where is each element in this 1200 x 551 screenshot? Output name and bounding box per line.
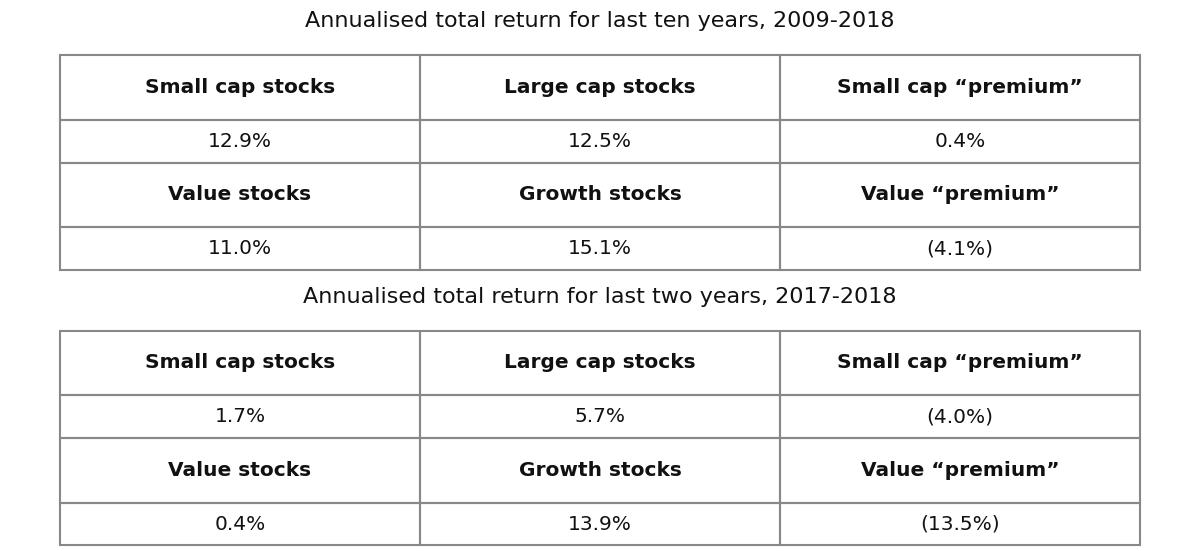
Bar <box>60 438 420 503</box>
Text: Small cap stocks: Small cap stocks <box>145 78 335 97</box>
Bar <box>60 120 420 163</box>
Text: 11.0%: 11.0% <box>208 239 272 258</box>
Text: 13.9%: 13.9% <box>568 515 632 533</box>
Bar <box>420 503 780 545</box>
Text: 5.7%: 5.7% <box>575 407 625 426</box>
Text: 0.4%: 0.4% <box>215 515 265 533</box>
Bar <box>60 331 420 395</box>
Text: Small cap “premium”: Small cap “premium” <box>838 78 1082 97</box>
Text: 1.7%: 1.7% <box>215 407 265 426</box>
Bar <box>60 163 420 227</box>
Bar <box>420 227 780 270</box>
Bar <box>780 163 1140 227</box>
Text: Growth stocks: Growth stocks <box>518 461 682 480</box>
Text: Small cap “premium”: Small cap “premium” <box>838 353 1082 372</box>
Bar <box>780 395 1140 438</box>
Text: Value stocks: Value stocks <box>168 185 312 204</box>
Bar <box>60 55 420 120</box>
Text: Small cap stocks: Small cap stocks <box>145 353 335 372</box>
Text: (4.1%): (4.1%) <box>926 239 994 258</box>
Text: Value stocks: Value stocks <box>168 461 312 480</box>
Text: (13.5%): (13.5%) <box>920 515 1000 533</box>
Bar <box>780 438 1140 503</box>
Bar <box>780 55 1140 120</box>
Text: 0.4%: 0.4% <box>935 132 985 150</box>
Text: Value “premium”: Value “premium” <box>860 461 1060 480</box>
Bar <box>420 438 780 503</box>
Text: (4.0%): (4.0%) <box>926 407 994 426</box>
Text: 12.9%: 12.9% <box>208 132 272 150</box>
Bar <box>780 227 1140 270</box>
Bar <box>420 55 780 120</box>
Bar <box>780 120 1140 163</box>
Text: Large cap stocks: Large cap stocks <box>504 78 696 97</box>
Bar <box>60 227 420 270</box>
Text: Value “premium”: Value “premium” <box>860 185 1060 204</box>
Text: Annualised total return for last ten years, 2009-2018: Annualised total return for last ten yea… <box>305 11 895 31</box>
Bar <box>60 503 420 545</box>
Text: 15.1%: 15.1% <box>568 239 632 258</box>
Bar <box>420 331 780 395</box>
Bar <box>420 163 780 227</box>
Text: Large cap stocks: Large cap stocks <box>504 353 696 372</box>
Text: Annualised total return for last two years, 2017-2018: Annualised total return for last two yea… <box>304 287 896 306</box>
Bar <box>60 395 420 438</box>
Bar <box>780 503 1140 545</box>
Bar <box>420 395 780 438</box>
Bar <box>420 120 780 163</box>
Bar <box>780 331 1140 395</box>
Text: Growth stocks: Growth stocks <box>518 185 682 204</box>
Text: 12.5%: 12.5% <box>568 132 632 150</box>
